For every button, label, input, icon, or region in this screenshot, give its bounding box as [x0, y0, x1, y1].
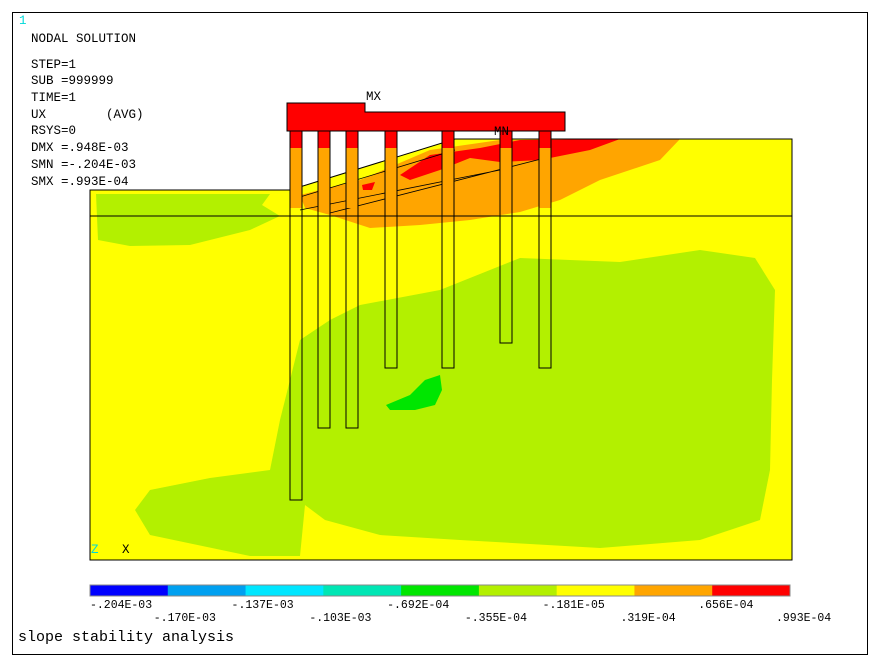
piles	[289, 130, 552, 501]
legend-label: -.170E-03	[154, 612, 216, 625]
info-line: DMX =.948E-03	[31, 141, 129, 155]
legend-label: -.355E-04	[465, 612, 527, 625]
legend-label: -.103E-03	[309, 612, 371, 625]
legend-label: -.204E-03	[90, 599, 152, 612]
pile-top	[442, 131, 454, 148]
legend-band	[245, 585, 324, 596]
info-line: SUB =999999	[31, 74, 114, 88]
legend-label: -.137E-03	[232, 599, 294, 612]
caption: slope stability analysis	[18, 629, 234, 646]
pile-top	[500, 131, 512, 148]
pile	[499, 130, 513, 344]
pile	[317, 130, 331, 429]
pile-mid	[500, 148, 512, 208]
pile-top	[290, 131, 302, 148]
legend-band	[323, 585, 402, 596]
pile-mid	[442, 148, 454, 208]
triad-x: X	[122, 543, 130, 557]
legend-band	[556, 585, 635, 596]
pile	[289, 130, 303, 501]
legend-label: .993E-04	[776, 612, 831, 625]
pile-top	[539, 131, 551, 148]
pile-mid	[290, 148, 302, 208]
legend-label: -.692E-04	[387, 599, 449, 612]
pile	[538, 130, 552, 369]
pile	[384, 130, 398, 369]
pile	[345, 130, 359, 429]
legend-label: -.181E-05	[543, 599, 605, 612]
pile-cap	[286, 102, 566, 132]
pile-mid	[539, 148, 551, 208]
info-line: UX (AVG)	[31, 108, 144, 122]
contour-green-dark	[386, 375, 442, 410]
legend-band	[634, 585, 713, 596]
pile-top	[346, 131, 358, 148]
pile	[441, 130, 455, 369]
pile-mid	[385, 148, 397, 208]
info-line: SMN =-.204E-03	[31, 158, 136, 172]
legend-band	[167, 585, 247, 596]
contour-green	[135, 250, 775, 556]
info-line: NODAL SOLUTION	[31, 32, 136, 46]
model	[89, 102, 793, 561]
legend-border	[89, 584, 791, 597]
pile-mid	[346, 148, 358, 208]
info-line: TIME=1	[31, 91, 76, 105]
pile-top	[318, 131, 330, 148]
legend-label: .656E-04	[698, 599, 753, 612]
legend-band	[712, 585, 791, 596]
legend: -.204E-03-.170E-03 -.137E-03 -.103E-03 -.69…	[89, 584, 831, 625]
max-marker: MX	[366, 90, 382, 104]
info-line: STEP=1	[31, 58, 76, 72]
legend-band	[401, 585, 480, 596]
window-number: 1	[19, 14, 27, 28]
legend-band	[478, 585, 558, 596]
contour-red	[362, 182, 375, 190]
legend-label: .319E-04	[620, 612, 675, 625]
min-marker: MN	[494, 125, 509, 139]
info-line: RSYS=0	[31, 124, 76, 138]
pile-top	[385, 131, 397, 148]
contour-green	[96, 194, 280, 246]
triad-z: Z	[91, 543, 99, 557]
pile-mid	[318, 148, 330, 208]
legend-band	[90, 585, 169, 596]
info-block: NODAL SOLUTION STEP=1 SUB =999999 TIME=1 UX …	[31, 32, 144, 189]
info-line: SMX =.993E-04	[31, 175, 129, 189]
